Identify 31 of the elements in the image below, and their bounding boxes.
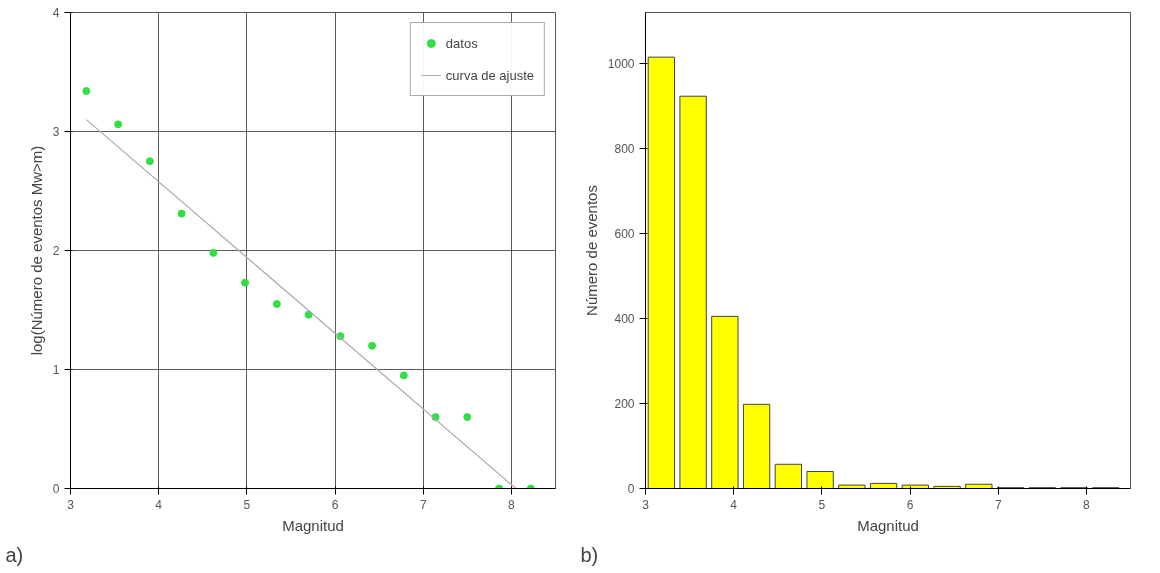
y-tick-label: 1000 xyxy=(607,57,635,71)
y-tick-label: 1 xyxy=(52,363,60,377)
text: b) xyxy=(580,543,599,566)
x-tick-label: 8 xyxy=(508,497,516,512)
x-tick-label: 5 xyxy=(818,497,826,512)
y-tick-label: 200 xyxy=(614,397,635,411)
x-tick-label: 8 xyxy=(1083,497,1091,512)
y-axis-title: Número de eventos xyxy=(582,185,600,316)
y-tick-label: 0 xyxy=(52,482,60,496)
x-tick-label: 7 xyxy=(419,497,427,512)
x-axis-title: Magnitud xyxy=(282,516,344,534)
x-tick-label: 3 xyxy=(642,497,650,512)
x-tick-label: 6 xyxy=(331,497,339,512)
x-axis-title: Magnitud xyxy=(857,516,919,534)
x-tick-label: 3 xyxy=(67,497,75,512)
y-tick-label: 4 xyxy=(52,6,60,20)
x-tick-label: 7 xyxy=(994,497,1002,512)
text: a) xyxy=(5,543,24,566)
x-tick-label: 4 xyxy=(155,497,163,512)
y-tick-label: 800 xyxy=(614,142,635,156)
y-tick-label: 3 xyxy=(52,125,60,139)
y-tick-label: 400 xyxy=(614,312,635,326)
x-tick-label: 6 xyxy=(906,497,914,512)
y-tick-label: 2 xyxy=(52,244,60,258)
y-tick-label: 0 xyxy=(627,482,635,496)
x-tick-label: 5 xyxy=(243,497,251,512)
legend-label: curva de ajuste xyxy=(445,67,534,83)
legend-label: datos xyxy=(445,35,478,51)
x-tick-label: 4 xyxy=(730,497,738,512)
y-axis-title: log(Número de eventos Mw>m) xyxy=(27,145,45,356)
y-tick-label: 600 xyxy=(614,227,635,241)
